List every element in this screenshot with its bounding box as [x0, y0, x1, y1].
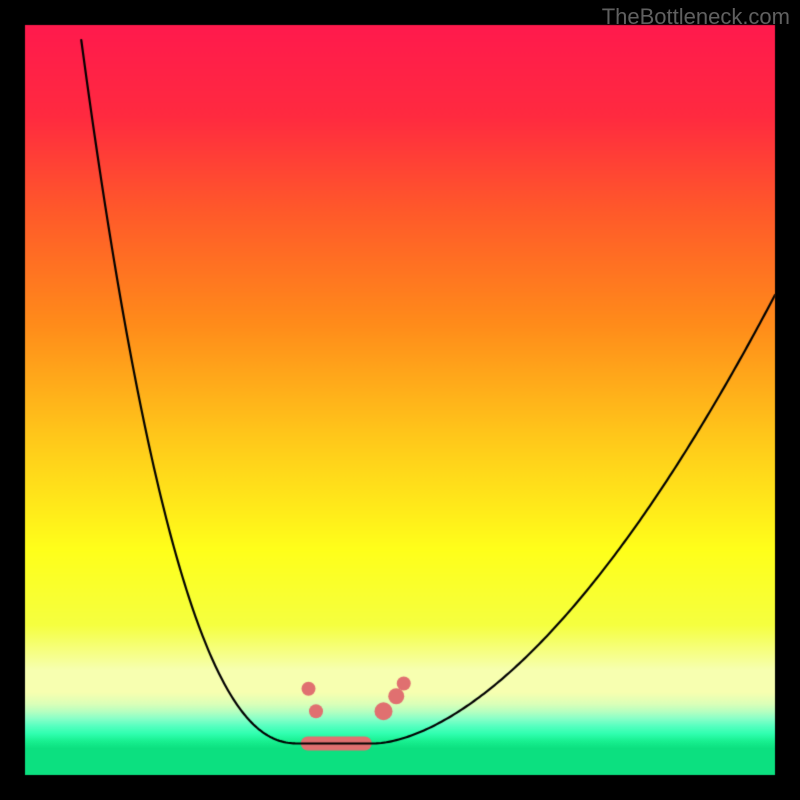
watermark-text: TheBottleneck.com [602, 4, 790, 30]
bottleneck-curve [0, 0, 800, 800]
